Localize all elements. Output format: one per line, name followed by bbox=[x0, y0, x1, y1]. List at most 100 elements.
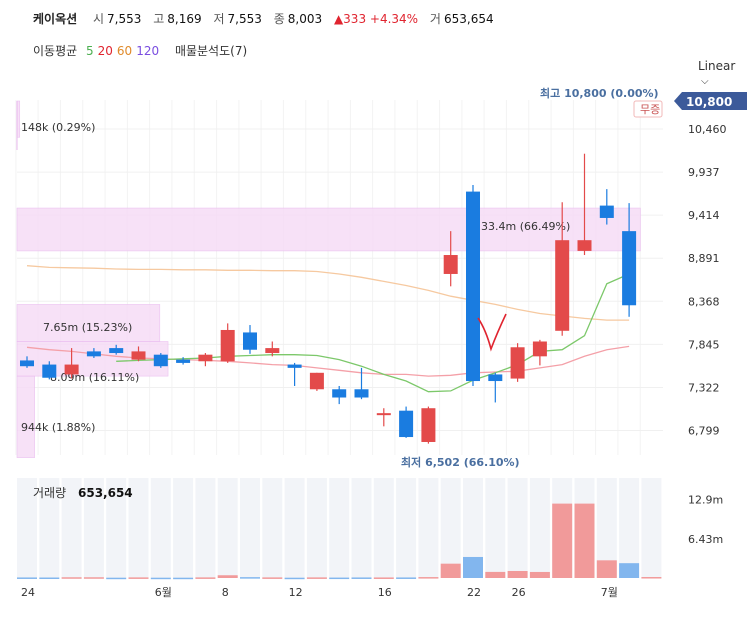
ma5-label: 5 bbox=[86, 44, 94, 58]
candle-body bbox=[287, 364, 302, 368]
low-label: 저 bbox=[213, 12, 225, 26]
candle-body bbox=[20, 360, 34, 367]
volume-bar bbox=[463, 556, 483, 578]
moving-average-legend[interactable]: 이동평균 5 20 60 120 매물분석도(7) bbox=[33, 42, 252, 59]
y-tick-label: 8,891 bbox=[688, 252, 720, 265]
candle-body bbox=[309, 372, 324, 390]
volume-title: 거래량 bbox=[33, 486, 66, 500]
high-value: 8,169 bbox=[167, 12, 202, 26]
volume-column-bg bbox=[240, 478, 260, 578]
volume-bar bbox=[262, 577, 283, 579]
volume-bar bbox=[61, 577, 82, 579]
scale-mode-dropdown[interactable]: Linear ⌵ bbox=[698, 59, 747, 87]
volume-y-tick-label: 6.43m bbox=[688, 533, 723, 546]
candle-body bbox=[332, 389, 347, 398]
current-price-tag bbox=[674, 92, 747, 110]
volume-column-bg bbox=[619, 478, 640, 578]
candle-body bbox=[510, 347, 525, 379]
volume-column-bg bbox=[396, 478, 417, 578]
volume-bar bbox=[217, 575, 238, 578]
open-label: 시 bbox=[93, 12, 105, 26]
volume-title-value: 653,654 bbox=[78, 486, 133, 500]
high-label: 고 bbox=[153, 12, 165, 26]
volume-column-bg bbox=[596, 478, 617, 578]
volume-column-bg bbox=[284, 478, 305, 578]
change-value: ▲333 +4.34% bbox=[333, 12, 419, 26]
volume-bar bbox=[150, 577, 171, 580]
x-tick-label: 12 bbox=[289, 586, 303, 599]
volume-column-bg bbox=[217, 478, 238, 578]
scale-mode-label: Linear bbox=[698, 59, 736, 73]
volume-column-bg bbox=[39, 478, 60, 578]
candle-body bbox=[64, 364, 79, 375]
stock-name: 케이옥션 bbox=[33, 12, 78, 26]
x-tick-label: 26 bbox=[512, 586, 526, 599]
y-tick-label: 10,460 bbox=[688, 123, 727, 136]
volume-column-bg bbox=[306, 478, 327, 578]
volume-profile-bar bbox=[16, 304, 161, 342]
volume-column-bg bbox=[418, 478, 439, 578]
candle-body bbox=[443, 255, 458, 274]
volume-column-bg bbox=[106, 478, 127, 578]
volume-bar bbox=[641, 577, 662, 579]
up-triangle-icon: ▲ bbox=[333, 12, 344, 26]
volume-bar bbox=[440, 563, 461, 578]
volume-bar bbox=[83, 577, 104, 579]
x-tick-label: 22 bbox=[467, 586, 481, 599]
volume-bar bbox=[306, 577, 327, 579]
badge-box bbox=[633, 100, 663, 118]
volume-bar bbox=[106, 577, 127, 580]
volume-column-bg bbox=[351, 478, 372, 578]
volume-column-bg bbox=[128, 478, 149, 578]
candle-body bbox=[243, 332, 257, 350]
candle-body bbox=[399, 410, 414, 438]
y-tick-label: 9,414 bbox=[688, 209, 720, 222]
low-value: 7,553 bbox=[227, 12, 262, 26]
quote-header: 케이옥션 시 7,553 고 8,169 저 7,553 종 8,003 ▲333 +4… bbox=[33, 10, 502, 27]
max-price-annotation: 최고 10,800 (0.00%) bbox=[540, 86, 659, 100]
x-tick-label: 7월 bbox=[601, 586, 618, 599]
volume-column-bg bbox=[17, 478, 37, 578]
candle-body bbox=[220, 329, 235, 362]
y-tick-label: 8,368 bbox=[688, 295, 720, 308]
x-tick-label: 6월 bbox=[155, 586, 172, 599]
volume-bar bbox=[619, 563, 640, 578]
ma120-line bbox=[26, 265, 630, 321]
min-price-annotation: 최저 6,502 (66.10%) bbox=[401, 455, 520, 469]
candle-body bbox=[354, 389, 369, 398]
rights-issue-badge: 무증 bbox=[640, 103, 660, 116]
volume-column-bg bbox=[195, 478, 216, 578]
volume-column-bg bbox=[507, 478, 528, 578]
hand-drawn-mark bbox=[477, 313, 507, 352]
candle-body bbox=[131, 351, 146, 360]
volume-bar bbox=[39, 577, 60, 580]
volume-bar bbox=[596, 560, 617, 578]
candle-body bbox=[488, 374, 503, 382]
y-tick-label: 9,937 bbox=[688, 166, 720, 179]
volume-bar bbox=[396, 577, 417, 579]
volume-bar bbox=[17, 577, 37, 579]
volume-profile-label[interactable]: 매물분석도(7) bbox=[174, 44, 248, 58]
x-tick-label: 8 bbox=[222, 586, 229, 599]
close-value: 8,003 bbox=[287, 12, 323, 26]
volume-bar bbox=[128, 577, 149, 579]
candle-body bbox=[376, 413, 391, 416]
volume-bar bbox=[507, 570, 528, 578]
volume-bar bbox=[418, 577, 439, 579]
volume-bar bbox=[529, 571, 550, 578]
ma60-label: 60 bbox=[116, 44, 133, 58]
volume-profile-label: 33.4m (66.49%) bbox=[481, 220, 570, 233]
volume-value: 653,654 bbox=[443, 12, 494, 26]
volume-label: 거 bbox=[429, 12, 441, 26]
volume-column-bg bbox=[485, 478, 506, 578]
ma-label: 이동평균 bbox=[33, 44, 78, 58]
current-price-label: 10,800 bbox=[686, 95, 732, 109]
volume-bar bbox=[173, 577, 194, 580]
y-tick-label: 7,322 bbox=[688, 381, 720, 394]
volume-column-bg bbox=[463, 478, 483, 578]
candle-body bbox=[555, 240, 570, 331]
volume-column-bg bbox=[150, 478, 171, 578]
candle-body bbox=[265, 348, 280, 354]
close-label: 종 bbox=[273, 12, 285, 26]
